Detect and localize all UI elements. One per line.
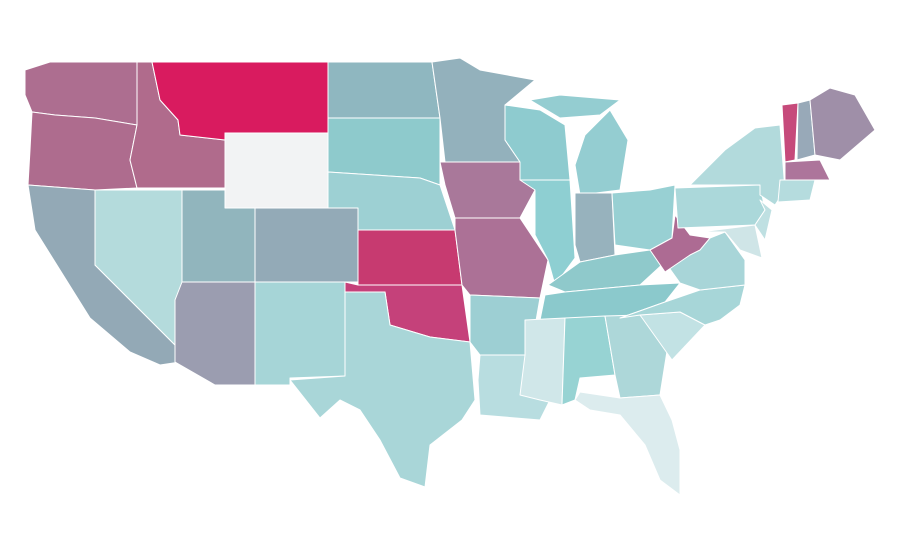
state [809,87,876,161]
state [529,94,629,196]
state [674,184,766,229]
state [574,391,681,496]
state [777,179,816,203]
state [649,214,711,273]
state [357,229,463,286]
state [611,184,676,251]
state [289,291,476,488]
state [174,281,256,386]
state [224,132,329,209]
state [254,207,359,283]
state [574,192,616,263]
state [327,61,441,119]
state [784,159,831,181]
state [699,224,763,259]
state [619,284,746,326]
state [254,281,346,386]
state [689,124,786,206]
state [519,317,566,406]
state [27,111,138,191]
states [24,57,876,496]
state [454,217,549,299]
state [519,179,576,286]
state [754,199,773,241]
state [781,102,799,163]
